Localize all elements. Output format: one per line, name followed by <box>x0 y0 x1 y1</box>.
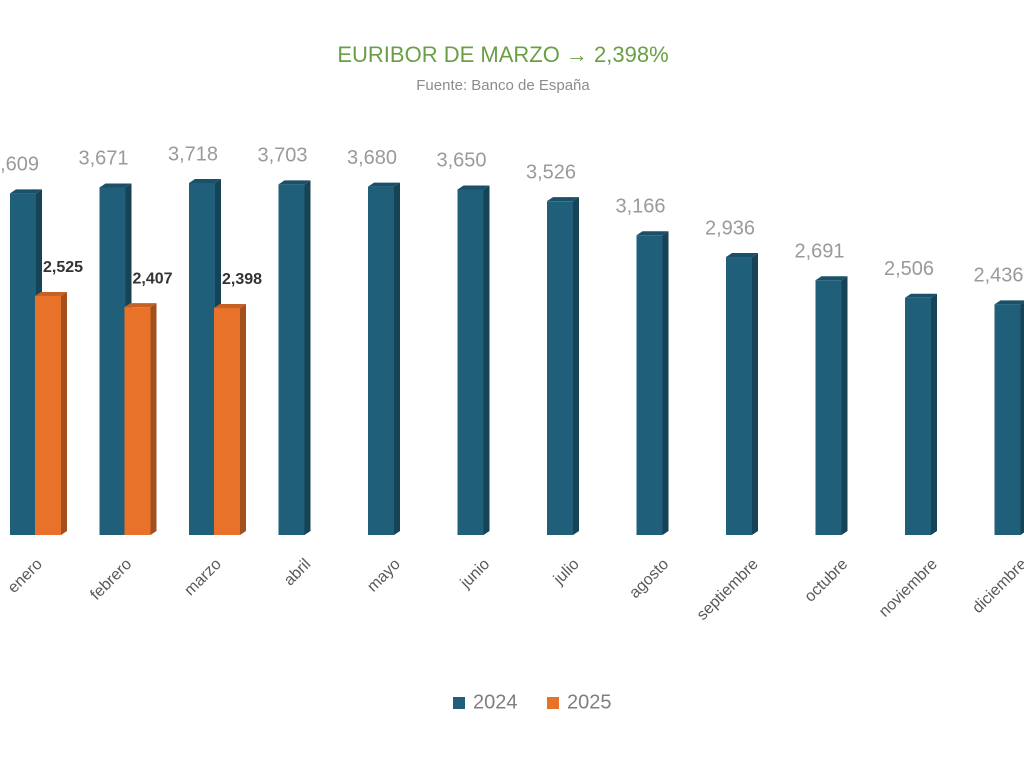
chart-subtitle: Fuente: Banco de España <box>416 77 590 94</box>
x-tick-label: noviembre <box>876 556 941 621</box>
bar-front <box>189 183 215 535</box>
data-label: 2,398 <box>222 271 262 288</box>
bar <box>214 303 246 535</box>
bar-side <box>61 291 67 535</box>
bar <box>278 180 311 536</box>
x-tick-label: agosto <box>626 556 672 602</box>
x-tick-label: octubre <box>802 556 852 606</box>
bar <box>457 185 490 535</box>
legend-swatch <box>453 697 465 709</box>
bar <box>99 183 132 535</box>
bar-top <box>636 231 669 236</box>
bar-front <box>636 235 663 535</box>
x-tick-label: julio <box>550 556 583 589</box>
data-label: 2,691 <box>794 241 844 263</box>
data-label: 3,609 <box>0 154 39 176</box>
legend-swatch <box>547 697 559 709</box>
x-tick-label: diciembre <box>969 556 1024 617</box>
data-label: 3,680 <box>347 147 397 169</box>
bar-front <box>815 280 842 535</box>
bar-side <box>573 197 579 535</box>
bar-top <box>905 293 937 298</box>
x-tick-label: enero <box>5 556 46 597</box>
bar-top <box>35 291 67 296</box>
data-label: 2,936 <box>705 217 755 239</box>
bar-side <box>304 180 311 536</box>
bar <box>35 291 67 535</box>
bar-side <box>662 231 669 535</box>
bar <box>547 197 579 535</box>
bar-top <box>124 303 157 308</box>
bar-front <box>278 184 305 536</box>
bar-front <box>457 189 484 535</box>
bar <box>726 253 758 535</box>
bar-front <box>726 257 752 535</box>
x-tick-label: mayo <box>364 556 404 596</box>
x-tick-label: febrero <box>87 556 135 604</box>
bar <box>815 276 848 535</box>
bar <box>368 182 400 535</box>
bar-side <box>394 182 400 535</box>
data-label: 2,407 <box>133 270 173 287</box>
data-label: 3,650 <box>436 150 486 172</box>
bar-front <box>905 297 931 535</box>
bar-front <box>214 307 240 535</box>
bar <box>994 300 1024 535</box>
bar <box>124 303 157 535</box>
legend-label: 2024 <box>473 691 518 713</box>
data-label: 3,703 <box>257 145 307 167</box>
bar-front <box>368 186 394 535</box>
data-label: 2,506 <box>884 258 934 280</box>
bar-top <box>10 189 42 194</box>
chart-title: EURIBOR DE MARZO → 2,398% <box>337 42 668 67</box>
data-label: 3,166 <box>615 196 665 218</box>
data-label: 2,436 <box>973 265 1023 287</box>
bar-side <box>150 303 157 535</box>
bar-front <box>10 193 36 535</box>
bar-side <box>1020 302 1024 535</box>
legend-label: 2025 <box>567 691 612 713</box>
bar <box>636 231 669 535</box>
data-label: 3,526 <box>526 161 576 183</box>
bar-side <box>483 185 490 535</box>
bar-top <box>214 303 246 308</box>
bar-front <box>547 201 573 535</box>
x-tick-label: septiembre <box>694 556 762 624</box>
bar-top <box>815 276 848 281</box>
bar-side <box>841 276 848 535</box>
bar-top <box>99 183 132 188</box>
bar-top <box>994 300 1024 305</box>
bar-front <box>99 187 126 535</box>
x-tick-label: marzo <box>181 556 225 600</box>
x-tick-label: abril <box>281 556 314 589</box>
bar-side <box>752 253 758 535</box>
bar-top <box>457 185 490 190</box>
bar-front <box>994 304 1021 535</box>
data-label: 3,671 <box>78 148 128 170</box>
bar-front <box>35 295 61 535</box>
bar-top <box>189 179 221 183</box>
data-label: 3,718 <box>168 143 218 165</box>
bar-front <box>124 307 151 535</box>
bar-top <box>726 253 758 258</box>
bar-top <box>547 197 579 202</box>
bar-side <box>240 303 246 535</box>
bar-top <box>278 180 311 185</box>
bar <box>905 293 937 535</box>
bar-side <box>931 293 937 535</box>
data-label: 2,525 <box>43 259 83 276</box>
x-tick-label: junio <box>457 556 494 593</box>
bar-top <box>368 182 400 187</box>
